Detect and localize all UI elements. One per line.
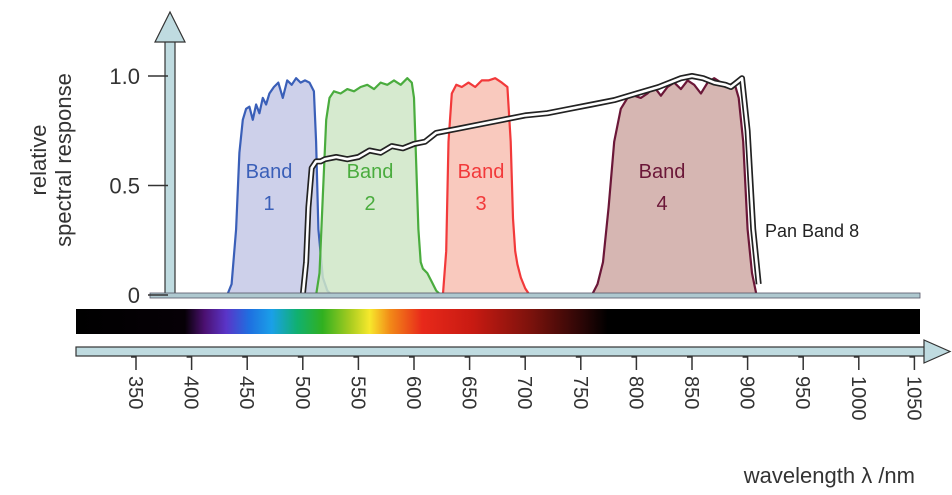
x-tick-mark xyxy=(742,356,749,370)
pan-band-curve xyxy=(299,73,762,296)
band-labels: Band 1 Band 2 Band 3 Band 4 Pan Band 8 xyxy=(246,161,859,241)
x-tick-label: 500 xyxy=(291,376,313,409)
x-tick-mark xyxy=(409,356,415,370)
band-4-area xyxy=(591,78,757,295)
x-tick-label: 1050 xyxy=(902,376,924,421)
y-axis xyxy=(154,10,186,297)
band-1-label-line2: 1 xyxy=(263,193,274,215)
x-tick-label: 600 xyxy=(402,376,424,409)
visible-spectrum-bar xyxy=(76,309,920,334)
band-2-area xyxy=(316,78,441,295)
x-tick-mark xyxy=(520,356,526,370)
x-tick-label: 950 xyxy=(791,376,813,409)
x-axis-label: wavelength λ /nm xyxy=(743,463,915,488)
x-tick-mark xyxy=(798,356,804,370)
x-tick-label: 850 xyxy=(680,376,702,409)
band-1-outline xyxy=(226,77,333,296)
x-tick-mark xyxy=(353,356,360,370)
x-tick-mark xyxy=(909,356,916,370)
band-3-label-line1: Band xyxy=(458,161,505,183)
band-3-area xyxy=(442,78,530,295)
y-tick-label: 0 xyxy=(128,283,140,308)
x-ticks: 350 400 450 500 550 600 650 700 750 800 850 900 950 1… xyxy=(124,356,924,421)
x-tick-label: 450 xyxy=(235,376,257,409)
x-tick-label: 650 xyxy=(458,376,480,409)
x-tick-label: 750 xyxy=(569,376,591,409)
x-tick-mark xyxy=(464,356,471,370)
y-tick-label: 0.5 xyxy=(109,174,140,199)
x-tick-mark xyxy=(631,356,638,370)
pan-band-8-outline-inner xyxy=(301,74,760,296)
x-tick-label: 1000 xyxy=(847,376,869,421)
x-tick-label: 550 xyxy=(346,376,368,409)
y-axis-label-line2: spectral response xyxy=(51,73,76,247)
band-2-label-line2: 2 xyxy=(364,193,375,215)
band-4-outline xyxy=(590,77,758,296)
x-tick-label: 800 xyxy=(624,376,646,409)
wavelength-axis xyxy=(75,339,952,364)
x-tick-mark xyxy=(131,356,137,370)
band-3-label-line2: 3 xyxy=(475,193,486,215)
band-2-outline xyxy=(315,77,442,296)
y-axis-label-line1: relative xyxy=(26,125,51,196)
band-curves xyxy=(226,77,758,296)
band-4-label-line1: Band xyxy=(639,161,686,183)
band-4-label-line2: 4 xyxy=(656,193,667,215)
x-tick-mark xyxy=(242,356,248,370)
band-3-outline xyxy=(441,77,531,296)
x-tick-label: 350 xyxy=(124,376,146,409)
x-tick-label: 700 xyxy=(513,376,535,409)
x-tick-label: 400 xyxy=(180,376,202,409)
band-2-label-line1: Band xyxy=(347,161,394,183)
pan-band-8-label: Pan Band 8 xyxy=(765,221,859,241)
x-baseline xyxy=(149,292,921,299)
band-1-area xyxy=(227,78,332,295)
x-tick-mark xyxy=(687,356,693,370)
x-tick-label: 900 xyxy=(736,376,758,409)
y-tick-label: 1.0 xyxy=(109,64,140,89)
x-tick-mark xyxy=(575,356,582,370)
x-tick-mark xyxy=(297,356,304,370)
x-tick-mark xyxy=(853,356,860,370)
y-ticks: 0 0.5 1.0 xyxy=(109,64,168,308)
band-1-label-line1: Band xyxy=(246,161,293,183)
x-tick-mark xyxy=(186,356,193,370)
